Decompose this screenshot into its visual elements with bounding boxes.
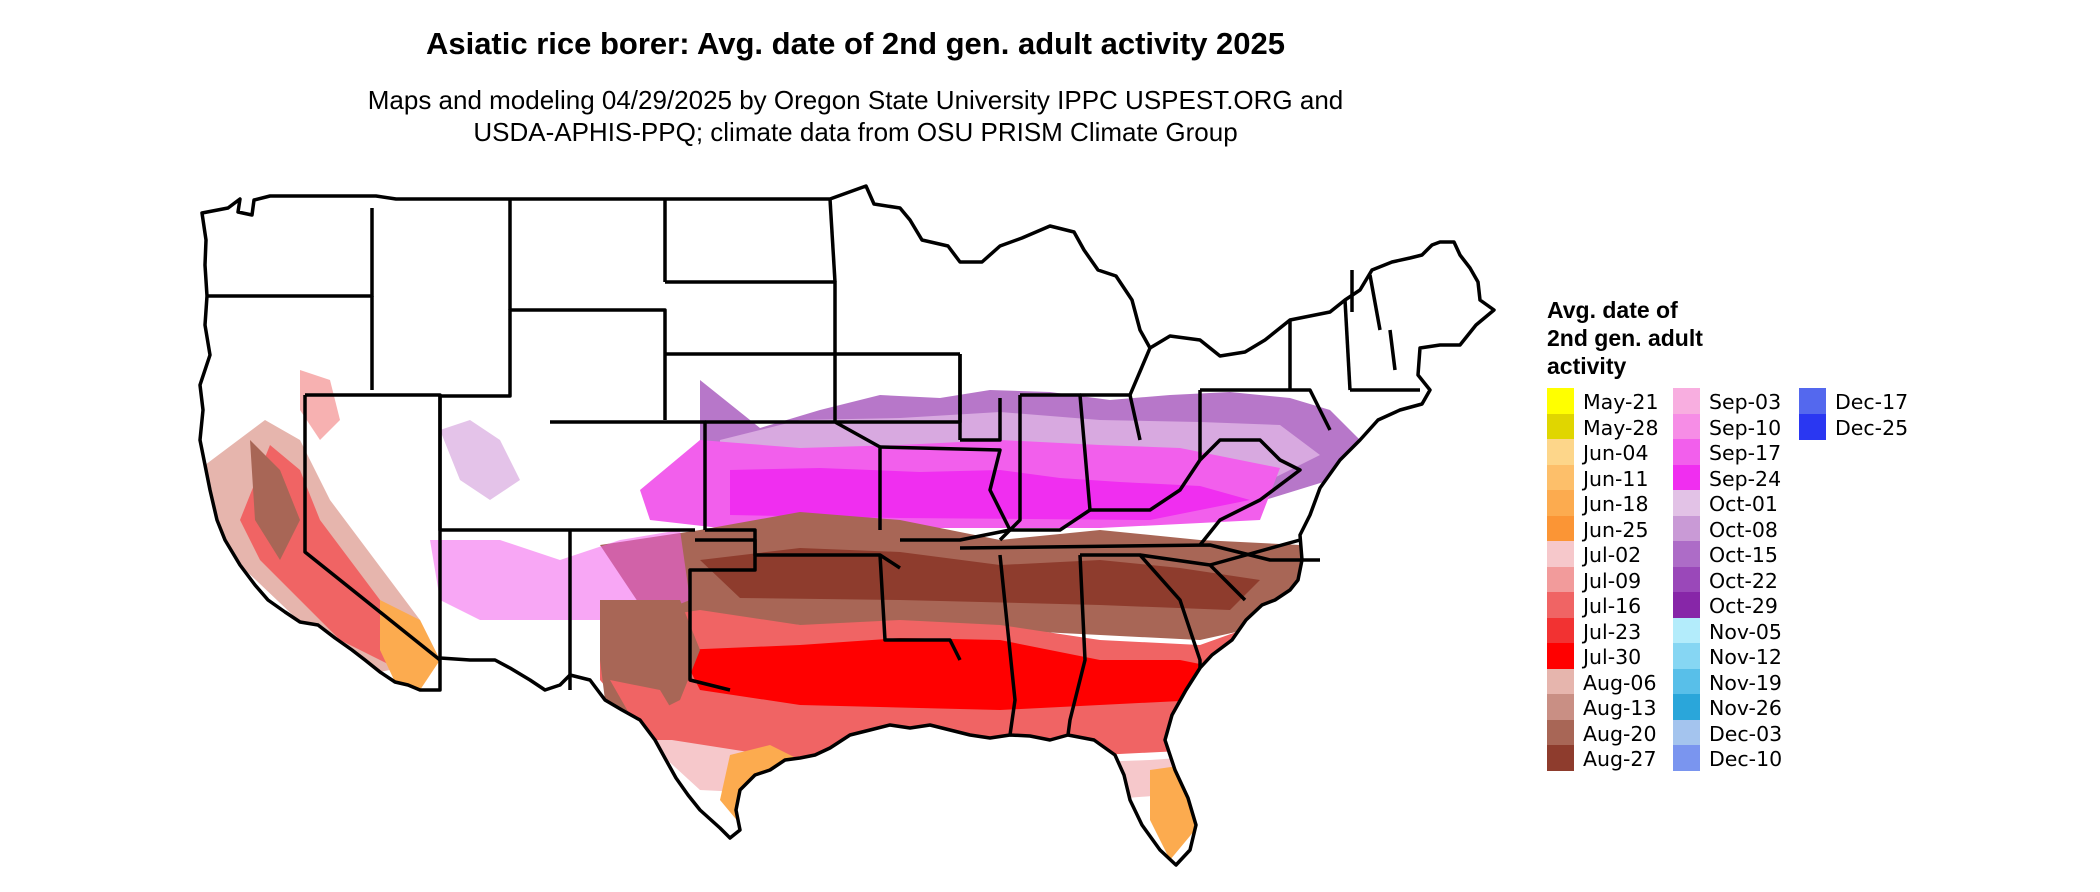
legend-swatch [1799,413,1826,440]
subtitle-line-2: USDA-APHIS-PPQ; climate data from OSU PR… [473,117,1238,147]
legend-label: Dec-17 [1835,390,1909,414]
legend-title: Avg. date of 2nd gen. adult activity [1547,296,1703,380]
legend-label: Oct-29 [1709,594,1778,618]
legend-label: Dec-03 [1709,721,1783,746]
legend-swatch [1673,413,1700,440]
legend-swatch [1547,566,1574,593]
legend-title-line-1: Avg. date of [1547,297,1678,323]
legend-label: Sep-03 [1709,390,1782,414]
legend-swatch [1547,592,1574,618]
legend-label: Dec-10 [1709,747,1783,771]
legend-label: Dec-25 [1835,415,1909,440]
legend-swatch [1547,719,1574,746]
legend-swatch [1673,719,1700,746]
legend-label: Oct-22 [1709,568,1778,593]
legend-swatch [1673,541,1700,567]
legend-label: Aug-27 [1583,747,1657,771]
legend-swatch [1547,439,1574,465]
legend-swatch [1547,617,1574,644]
legend-swatch [1673,745,1700,771]
subtitle-line-1: Maps and modeling 04/29/2025 by Oregon S… [367,85,1344,115]
state-borders [198,184,1496,867]
legend-label: Jun-11 [1583,466,1649,491]
legend-swatch [1547,668,1574,695]
legend-swatch [1673,490,1700,516]
legend-label: Sep-24 [1709,466,1782,491]
legend-swatch [1673,464,1700,491]
legend-swatch [1547,541,1574,567]
map-subtitle: Maps and modeling 04/29/2025 by Oregon S… [0,84,1711,148]
legend-label: Jun-25 [1583,517,1649,542]
legend-label: Oct-08 [1709,517,1778,542]
legend-swatch [1673,643,1700,669]
legend-label: May-21 [1583,390,1659,414]
legend-swatch [1547,515,1574,542]
legend-label: Jun-04 [1583,441,1649,465]
legend-swatch [1547,643,1574,669]
legend-swatch [1547,413,1574,440]
legend-label: Sep-17 [1709,441,1782,465]
legend-swatch [1673,668,1700,695]
legend-swatch [1673,617,1700,644]
activity-date-bands [200,186,1494,865]
legend-swatch [1673,694,1700,720]
legend-label: Jul-30 [1583,645,1642,669]
legend-label: Jul-09 [1583,568,1642,593]
legend-swatch [1547,388,1574,414]
map-title: Asiatic rice borer: Avg. date of 2nd gen… [425,26,1286,61]
legend-label: Sep-10 [1709,415,1782,440]
legend-label: Jul-02 [1583,543,1642,567]
legend-label: Jul-23 [1583,619,1642,644]
legend-label: Nov-12 [1709,645,1782,669]
legend-swatch [1673,439,1700,465]
legend-swatch [1547,490,1574,516]
legend-swatch [1547,745,1574,771]
us-map [198,184,1496,867]
legend-label: Oct-15 [1709,543,1778,567]
legend-label: Oct-01 [1709,492,1778,516]
legend-label: May-28 [1583,415,1659,440]
legend-label: Aug-06 [1583,670,1657,695]
legend-title-line-3: activity [1547,353,1627,379]
legend-label: Nov-26 [1709,696,1782,720]
legend-swatch [1799,388,1826,414]
legend-label: Nov-19 [1709,670,1782,695]
legend-swatch [1547,694,1574,720]
legend-swatch [1673,515,1700,542]
legend-label: Nov-05 [1709,619,1782,644]
legend-label: Jul-16 [1583,594,1642,618]
legend-title-line-2: 2nd gen. adult [1547,325,1703,351]
legend-swatch [1673,566,1700,593]
legend-swatch [1673,388,1700,414]
legend-swatch [1547,464,1574,491]
legend-label: Jun-18 [1583,492,1649,516]
legend-label: Aug-13 [1583,696,1657,720]
legend-swatch [1673,592,1700,618]
legend-label: Aug-20 [1583,721,1657,746]
